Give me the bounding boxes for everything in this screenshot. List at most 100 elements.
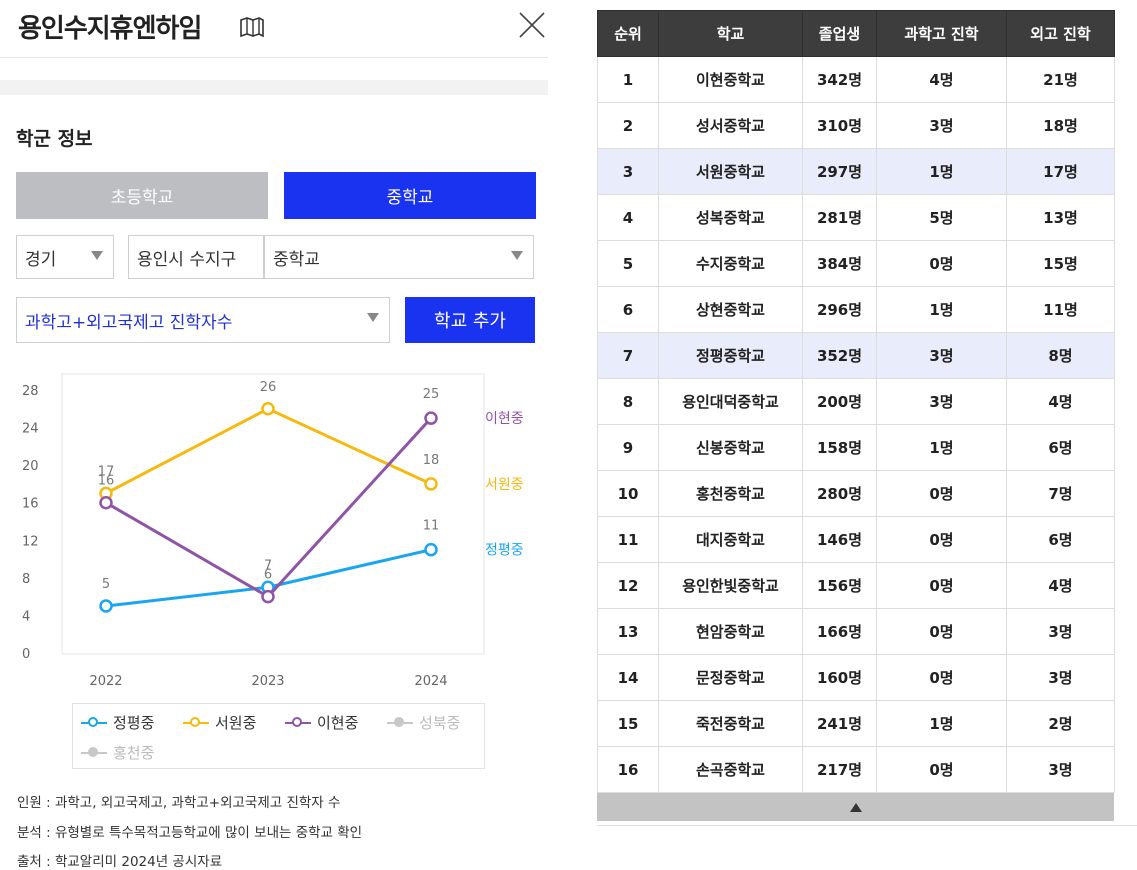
cell-rank: 9 bbox=[597, 424, 659, 471]
section-spacer bbox=[0, 80, 548, 95]
table-row[interactable]: 7 정평중학교 352명 3명 8명 bbox=[597, 332, 1115, 379]
legend-item[interactable]: 홍천중 bbox=[81, 742, 154, 763]
table-row[interactable]: 16 손곡중학교 217명 0명 3명 bbox=[597, 746, 1115, 793]
table-row[interactable]: 11 대지중학교 146명 0명 6명 bbox=[597, 516, 1115, 563]
cell-graduates: 217명 bbox=[802, 746, 877, 793]
legend-item[interactable]: 서원중 bbox=[183, 712, 256, 733]
dropdown-arrow-icon bbox=[511, 251, 523, 260]
cell-graduates: 297명 bbox=[802, 148, 877, 195]
data-point bbox=[424, 477, 438, 491]
city-value: 용인시 수지구 bbox=[137, 249, 237, 270]
y-tick-label: 24 bbox=[22, 422, 39, 437]
map-icon[interactable] bbox=[239, 17, 265, 37]
cell-graduates: 384명 bbox=[802, 240, 877, 287]
table-row[interactable]: 15 죽전중학교 241명 1명 2명 bbox=[597, 700, 1115, 747]
ranking-table-panel: 순위 학교 졸업생 과학고 진학 외고 진학 1 이현중학교 342명 4명 21명 2 성… bbox=[597, 10, 1137, 826]
school-level-select[interactable]: 중학교 bbox=[264, 235, 534, 279]
cell-graduates: 156명 bbox=[802, 562, 877, 609]
table-row[interactable]: 12 용인한빛중학교 156명 0명 4명 bbox=[597, 562, 1115, 609]
cell-rank: 14 bbox=[597, 654, 659, 701]
data-label: 6 bbox=[264, 568, 272, 583]
add-school-button[interactable]: 학교 추가 bbox=[405, 297, 535, 343]
legend-label: 정평중 bbox=[113, 714, 155, 732]
cell-school: 성복중학교 bbox=[658, 194, 803, 241]
cell-school: 홍천중학교 bbox=[658, 470, 803, 517]
cell-rank: 13 bbox=[597, 608, 659, 655]
cell-school: 신봉중학교 bbox=[658, 424, 803, 471]
series-line bbox=[105, 407, 432, 495]
cell-school: 용인한빛중학교 bbox=[658, 562, 803, 609]
cell-foreign: 7명 bbox=[1006, 470, 1115, 517]
col-header-science: 과학고 진학 bbox=[876, 10, 1007, 57]
cell-foreign: 3명 bbox=[1006, 608, 1115, 655]
legend-item[interactable]: 정평중 bbox=[81, 712, 154, 733]
scroll-up-button[interactable] bbox=[597, 793, 1114, 821]
cell-science: 1명 bbox=[876, 424, 1007, 471]
table-row[interactable]: 13 현암중학교 166명 0명 3명 bbox=[597, 608, 1115, 655]
legend-marker-icon bbox=[183, 716, 209, 730]
table-row[interactable]: 2 성서중학교 310명 3명 18명 bbox=[597, 102, 1115, 149]
table-row[interactable]: 3 서원중학교 297명 1명 17명 bbox=[597, 148, 1115, 195]
data-label: 17 bbox=[98, 464, 115, 479]
table-row[interactable]: 6 상현중학교 296명 1명 11명 bbox=[597, 286, 1115, 333]
legend-marker-icon bbox=[285, 716, 311, 730]
data-point bbox=[99, 599, 113, 613]
cell-science: 0명 bbox=[876, 562, 1007, 609]
data-point bbox=[424, 542, 438, 557]
col-header-foreign: 외고 진학 bbox=[1006, 10, 1115, 57]
cell-graduates: 160명 bbox=[802, 654, 877, 701]
cell-rank: 6 bbox=[597, 286, 659, 333]
cell-foreign: 6명 bbox=[1006, 516, 1115, 563]
tab-middle-school[interactable]: 중학교 bbox=[284, 172, 536, 219]
data-point bbox=[261, 402, 275, 416]
y-tick-label: 0 bbox=[22, 647, 30, 662]
table-row[interactable]: 1 이현중학교 342명 4명 21명 bbox=[597, 56, 1115, 103]
cell-science: 0명 bbox=[876, 240, 1007, 287]
cell-foreign: 18명 bbox=[1006, 102, 1115, 149]
cell-school: 용인대덕중학교 bbox=[658, 378, 803, 425]
note-analysis: 분석 : 유형별로 특수목적고등학교에 많이 보내는 중학교 확인 bbox=[17, 825, 363, 841]
table-row[interactable]: 8 용인대덕중학교 200명 3명 4명 bbox=[597, 378, 1115, 425]
cell-rank: 11 bbox=[597, 516, 659, 563]
cell-rank: 5 bbox=[597, 240, 659, 287]
cell-science: 3명 bbox=[876, 378, 1007, 425]
tab-elementary[interactable]: 초등학교 bbox=[16, 172, 268, 219]
col-header-rank: 순위 bbox=[597, 10, 659, 57]
province-select[interactable]: 경기 bbox=[16, 235, 114, 279]
legend-item[interactable]: 성북중 bbox=[387, 712, 460, 733]
cell-graduates: 310명 bbox=[802, 102, 877, 149]
data-point bbox=[424, 411, 438, 425]
y-tick-label: 12 bbox=[22, 534, 39, 549]
series-end-label: 정평중 bbox=[485, 543, 524, 559]
cell-rank: 7 bbox=[597, 332, 659, 379]
cell-school: 수지중학교 bbox=[658, 240, 803, 287]
data-label: 16 bbox=[98, 474, 115, 489]
cell-school: 이현중학교 bbox=[658, 56, 803, 103]
cell-graduates: 342명 bbox=[802, 56, 877, 103]
table-row[interactable]: 5 수지중학교 384명 0명 15명 bbox=[597, 240, 1115, 287]
data-label: 18 bbox=[423, 453, 440, 468]
section-title: 학군 정보 bbox=[16, 128, 93, 150]
table-row[interactable]: 14 문정중학교 160명 0명 3명 bbox=[597, 654, 1115, 701]
province-value: 경기 bbox=[25, 249, 57, 270]
close-icon[interactable] bbox=[517, 10, 547, 40]
cell-rank: 16 bbox=[597, 746, 659, 793]
city-select[interactable]: 용인시 수지구 bbox=[128, 235, 264, 279]
x-tick-label: 2024 bbox=[414, 674, 447, 689]
y-tick-label: 28 bbox=[22, 384, 39, 399]
legend-item[interactable]: 이현중 bbox=[285, 712, 358, 733]
caret-up-icon bbox=[849, 802, 862, 812]
series-end-label: 이현중 bbox=[485, 411, 524, 427]
cell-graduates: 281명 bbox=[802, 194, 877, 241]
table-row[interactable]: 9 신봉중학교 158명 1명 6명 bbox=[597, 424, 1115, 471]
table-row[interactable]: 10 홍천중학교 280명 0명 7명 bbox=[597, 470, 1115, 517]
cell-graduates: 241명 bbox=[802, 700, 877, 747]
table-row[interactable]: 4 성복중학교 281명 5명 13명 bbox=[597, 194, 1115, 241]
cell-science: 1명 bbox=[876, 148, 1007, 195]
series-end-label: 서원중 bbox=[485, 477, 524, 493]
cell-rank: 4 bbox=[597, 194, 659, 241]
cell-graduates: 280명 bbox=[802, 470, 877, 517]
cell-science: 0명 bbox=[876, 746, 1007, 793]
metric-select[interactable]: 과학고+외고국제고 진학자수 bbox=[16, 297, 390, 343]
